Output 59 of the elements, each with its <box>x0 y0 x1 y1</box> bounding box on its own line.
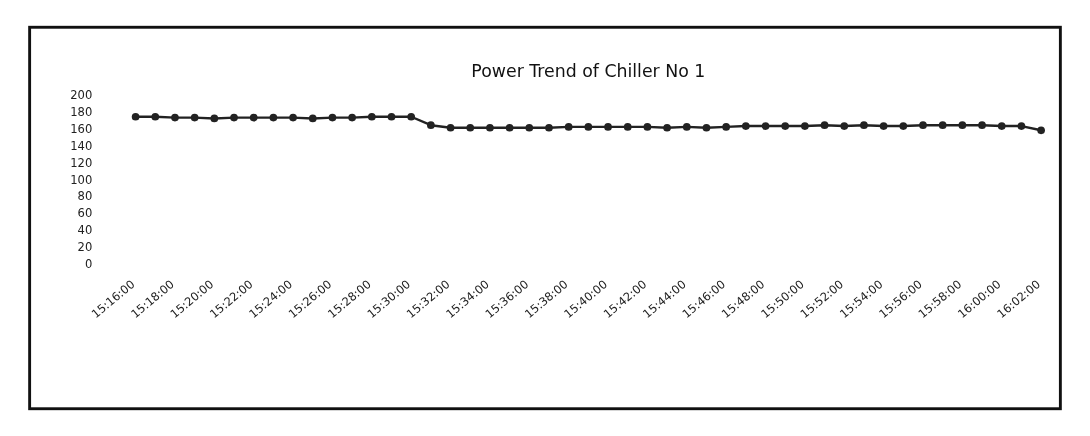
point <box>564 123 573 131</box>
y-tick-label: 160 <box>70 121 93 136</box>
point <box>171 113 179 122</box>
point <box>860 121 868 130</box>
point <box>269 113 278 122</box>
y-tick-label: 40 <box>77 223 93 238</box>
y-tick-label: 80 <box>77 189 93 204</box>
point <box>407 112 416 121</box>
point <box>761 122 770 130</box>
point <box>486 123 494 132</box>
point <box>230 113 238 122</box>
point <box>427 121 435 130</box>
point <box>525 123 534 132</box>
point <box>210 114 219 123</box>
point <box>879 122 888 130</box>
chart-title: Power Trend of Chiller No 1 <box>471 61 706 82</box>
point <box>722 123 730 131</box>
point <box>1017 122 1026 130</box>
point <box>348 113 356 122</box>
point <box>387 112 396 121</box>
y-tick-label: 0 <box>84 257 93 272</box>
y-tick-label: 60 <box>77 206 93 221</box>
point <box>328 113 337 122</box>
point <box>781 122 790 130</box>
point <box>604 123 612 131</box>
point <box>151 112 160 121</box>
point <box>663 123 671 132</box>
point <box>466 123 475 132</box>
point <box>801 122 809 130</box>
point <box>997 122 1006 130</box>
point <box>643 123 652 131</box>
point <box>308 114 317 123</box>
point <box>446 123 455 132</box>
point <box>249 113 258 122</box>
point <box>505 123 514 132</box>
point <box>978 121 986 130</box>
point <box>584 123 593 131</box>
point <box>623 123 632 131</box>
point <box>545 123 553 132</box>
y-tick-label: 120 <box>70 155 93 170</box>
point <box>682 123 691 131</box>
point <box>899 122 908 130</box>
point <box>958 121 967 130</box>
point <box>1037 126 1045 135</box>
point <box>840 122 849 130</box>
point <box>289 113 297 122</box>
point <box>938 121 947 130</box>
point <box>820 121 829 130</box>
y-tick-label: 140 <box>70 138 93 153</box>
point <box>131 112 140 121</box>
y-tick-label: 100 <box>70 172 93 187</box>
point <box>919 121 927 130</box>
y-tick-label: 180 <box>70 104 93 119</box>
y-tick-label: 200 <box>70 87 93 102</box>
point <box>702 123 711 132</box>
point <box>367 112 376 121</box>
point <box>741 122 750 130</box>
point <box>190 113 199 122</box>
y-tick-label: 20 <box>77 240 93 255</box>
